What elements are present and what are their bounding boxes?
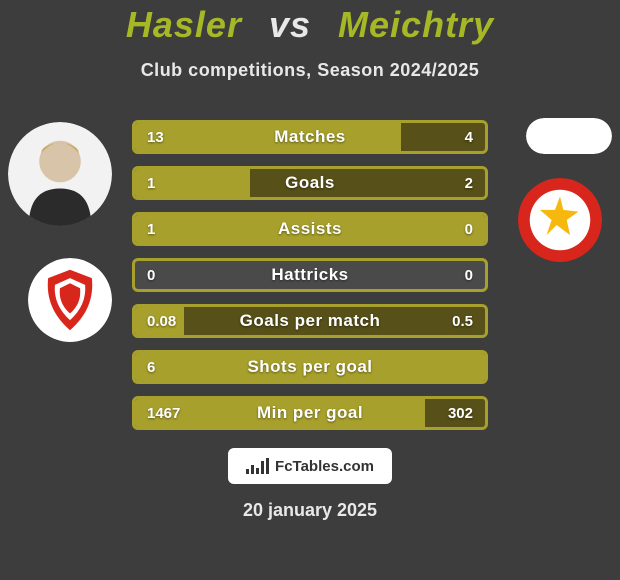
stat-row: Matches13 4 [132, 120, 488, 154]
stat-value-right: 302 [448, 399, 473, 427]
club-circle-icon [518, 178, 602, 262]
player2-avatar [526, 118, 612, 154]
source-badge: FcTables.com [228, 448, 392, 484]
stat-value-left: 1 [147, 169, 155, 197]
shield-icon [28, 258, 112, 342]
stat-value-right: 0.5 [452, 307, 473, 335]
stat-row: Shots per goal6 [132, 350, 488, 384]
player2-club-logo [518, 178, 602, 262]
page-title: Hasler vs Meichtry [0, 4, 620, 46]
stat-label: Assists [135, 215, 485, 243]
vs-label: vs [269, 4, 311, 45]
player2-name: Meichtry [338, 4, 494, 45]
stat-label: Goals per match [135, 307, 485, 335]
player1-name: Hasler [126, 4, 242, 45]
stat-value-left: 6 [147, 353, 155, 381]
date-label: 20 january 2025 [0, 500, 620, 521]
stat-bars: Matches134Goals12Assists10Hattricks00Goa… [132, 120, 488, 442]
player-silhouette-icon [8, 122, 112, 226]
stat-row: Hattricks0 0 [132, 258, 488, 292]
blank-pill-icon [526, 118, 612, 154]
stat-label: Min per goal [135, 399, 485, 427]
stat-value-right: 4 [465, 123, 473, 151]
stat-row: Assists1 0 [132, 212, 488, 246]
stat-value-right: 2 [465, 169, 473, 197]
stat-value-left: 1 [147, 215, 155, 243]
stat-value-left: 0 [147, 261, 155, 289]
player1-avatar [8, 122, 112, 226]
stat-value-right: 0 [465, 261, 473, 289]
stat-value-right: 0 [465, 215, 473, 243]
stat-value-left: 13 [147, 123, 164, 151]
stat-row: Goals1 2 [132, 166, 488, 200]
stat-value-left: 1467 [147, 399, 180, 427]
stat-label: Hattricks [135, 261, 485, 289]
subtitle: Club competitions, Season 2024/2025 [0, 60, 620, 81]
stat-row: Min per goal1467 302 [132, 396, 488, 430]
comparison-card: Hasler vs Meichtry Club competitions, Se… [0, 0, 620, 580]
bar-chart-icon [246, 458, 269, 474]
stat-value-left: 0.08 [147, 307, 176, 335]
stat-label: Shots per goal [135, 353, 485, 381]
stat-row: Goals per match0.08 0.5 [132, 304, 488, 338]
stat-label: Goals [135, 169, 485, 197]
stat-label: Matches [135, 123, 485, 151]
player1-club-logo [28, 258, 112, 342]
source-badge-text: FcTables.com [275, 458, 374, 475]
